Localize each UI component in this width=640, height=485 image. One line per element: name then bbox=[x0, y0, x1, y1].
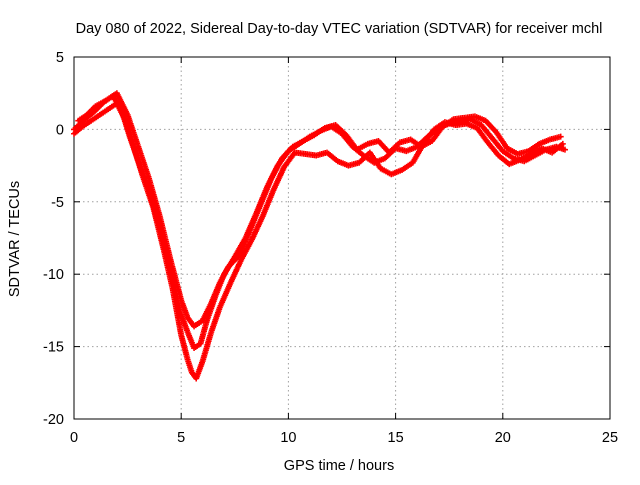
y-tick-label: 0 bbox=[56, 122, 64, 138]
x-tick-label: 5 bbox=[177, 430, 185, 446]
data-point bbox=[561, 146, 568, 153]
grid-lines bbox=[74, 57, 610, 419]
y-tick-label: -15 bbox=[43, 340, 64, 356]
data-point bbox=[559, 140, 566, 147]
axis-ticks: 0 5 10 15 20 25 -20 -15 -10 -5 0 5 bbox=[43, 50, 618, 446]
plot-border bbox=[73, 56, 611, 420]
data-point bbox=[557, 133, 564, 140]
x-tick-label: 25 bbox=[602, 430, 618, 446]
plot-frame bbox=[73, 56, 611, 420]
y-axis-label: SDTVAR / TECUs bbox=[7, 181, 23, 297]
y-tick-label: 5 bbox=[56, 50, 64, 66]
y-tick-label: -5 bbox=[51, 195, 64, 211]
chart-title: Day 080 of 2022, Sidereal Day-to-day VTE… bbox=[76, 21, 603, 37]
data-points bbox=[71, 90, 568, 382]
x-tick-label: 0 bbox=[70, 430, 78, 446]
x-axis-label: GPS time / hours bbox=[284, 458, 394, 474]
y-tick-label: -20 bbox=[43, 412, 64, 428]
y-tick-label: -10 bbox=[43, 267, 64, 283]
x-tick-label: 15 bbox=[388, 430, 404, 446]
x-tick-label: 10 bbox=[280, 430, 296, 446]
x-tick-label: 20 bbox=[495, 430, 511, 446]
